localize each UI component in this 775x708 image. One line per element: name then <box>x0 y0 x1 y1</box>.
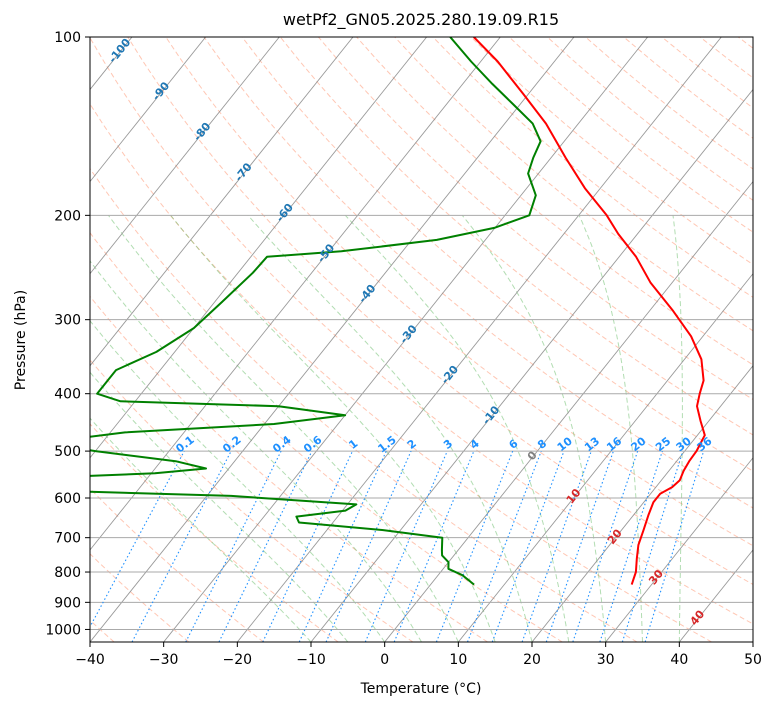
isotherm-line <box>90 37 428 459</box>
y-tick-label: 600 <box>54 491 81 507</box>
moist-adiabat-line <box>90 417 312 642</box>
mixing-ratio-line <box>90 450 185 628</box>
dry-adiabat-line <box>90 167 638 642</box>
chart-title: wetPf2_GN05.2025.280.19.09.R15 <box>283 10 559 30</box>
plot-background <box>90 37 753 642</box>
dry-adiabat-line <box>241 37 753 472</box>
dry-adiabat-line <box>90 487 264 642</box>
temperature-line <box>473 37 706 585</box>
x-axis-label: Temperature (°C) <box>360 681 482 697</box>
isotherm-line <box>90 37 280 275</box>
x-tick-label: −30 <box>149 652 179 668</box>
dry-adiabat-line <box>432 37 753 298</box>
dry-adiabat-line <box>90 553 190 642</box>
isotherm-line <box>457 272 753 642</box>
mixing-ratio-line <box>545 450 614 642</box>
x-tick-label: −20 <box>223 652 253 668</box>
mixing-ratio-line <box>572 450 639 642</box>
y-tick-label: 200 <box>54 208 81 224</box>
moist-adiabat-line <box>672 215 683 642</box>
y-tick-label: 900 <box>54 595 81 611</box>
isotherm-line <box>531 365 753 642</box>
moist-adiabat-line <box>90 320 386 642</box>
dry-adiabat-line <box>90 37 753 625</box>
dewpoint-line <box>90 37 542 586</box>
x-tick-label: 10 <box>449 652 467 668</box>
dry-adiabat-line <box>356 37 753 366</box>
y-tick-label: 100 <box>54 30 81 46</box>
plot-frame <box>89 36 754 643</box>
x-tick-label: 40 <box>670 652 688 668</box>
y-axis-label: Pressure (hPa) <box>13 290 29 390</box>
isotherm-line <box>163 37 649 642</box>
y-tick-label: 400 <box>54 387 81 403</box>
y-tick-label: 500 <box>54 444 81 460</box>
x-tick-label: 50 <box>744 652 762 668</box>
x-tick-label: 30 <box>597 652 615 668</box>
mixing-ratio-line <box>393 450 475 642</box>
mixing-ratio-line <box>599 450 663 642</box>
mixing-ratio-line <box>621 450 684 642</box>
dry-adiabat-line <box>279 37 753 436</box>
mixing-ratio-line <box>325 450 412 642</box>
x-tick-label: 0 <box>380 652 389 668</box>
y-tick-label: 1000 <box>45 622 81 638</box>
profile-lines <box>90 37 706 586</box>
dry-adiabat-line <box>394 37 753 332</box>
moist-adiabat-line <box>578 215 643 642</box>
moist-adiabat-line <box>247 214 533 642</box>
isotherm-line <box>90 37 575 642</box>
mixing-ratio-line <box>521 450 592 642</box>
x-tick-label: −10 <box>296 652 326 668</box>
isotherm-line <box>90 37 354 367</box>
isotherm-line <box>310 88 753 642</box>
moist-adiabat-line <box>90 260 422 642</box>
mixing-ratio-line <box>218 450 313 642</box>
y-tick-label: 800 <box>54 565 81 581</box>
dry-adiabat-line <box>90 103 712 642</box>
x-tick-label: −40 <box>75 652 105 668</box>
grid-lines <box>90 37 753 642</box>
isotherm-line <box>605 457 753 642</box>
isotherm-line <box>236 37 722 642</box>
mixing-ratio-line <box>298 450 387 642</box>
axis-ticks: −40 −30 −20 −10 0 10 20 30 40 50 100 200 300 400 500 60… <box>45 30 762 668</box>
moist-adiabat-line <box>107 215 459 642</box>
moist-adiabat-line <box>170 214 496 642</box>
x-tick-label: 20 <box>523 652 541 668</box>
y-tick-label: 300 <box>54 313 81 329</box>
moist-adiabat-line <box>344 214 570 642</box>
mixing-ratio-line <box>644 450 705 642</box>
dry-adiabat-line <box>90 295 488 642</box>
mixing-ratio-line <box>262 450 354 642</box>
mixing-ratio-line <box>364 450 448 642</box>
dry-adiabat-line <box>90 423 339 642</box>
isotherm-line <box>384 180 753 642</box>
dry-adiabat-line <box>203 37 753 509</box>
isotherm-line <box>90 37 501 551</box>
isotherm-line <box>90 37 207 183</box>
y-tick-label: 700 <box>54 531 81 547</box>
